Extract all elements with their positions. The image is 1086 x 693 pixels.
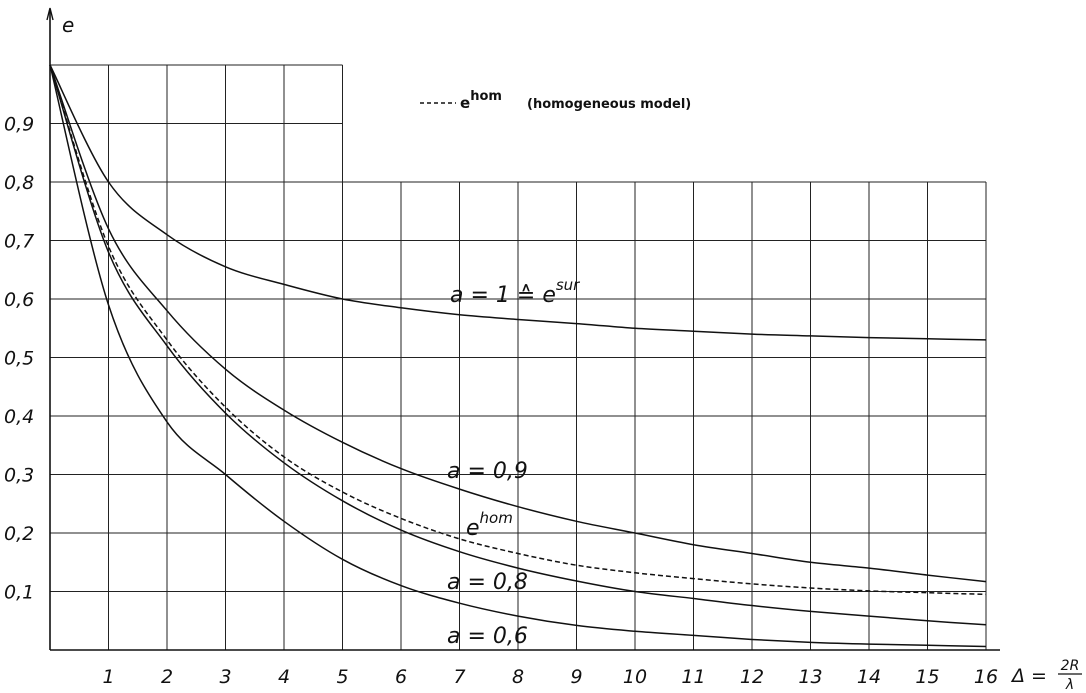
axes (46, 7, 1000, 651)
x-tick-label: 3 (219, 666, 231, 688)
series-line-2 (49, 64, 987, 596)
x-tick-label: 12 (740, 666, 764, 688)
legend-label-rest: (homogeneous model) (527, 97, 691, 112)
series-line-4 (49, 64, 987, 648)
y-tick-label: 0,6 (4, 289, 34, 311)
tick-labels: e1 2 3 4 5 6 7 8 9 10 11 12 13 14 15 160,10,20,30,40,50… (4, 13, 1082, 693)
legend-label-sup: hom (470, 89, 502, 104)
series-label-0: a = 1 ≙ esur (450, 276, 580, 308)
series-group (49, 64, 987, 648)
y-tick-label: 0,9 (4, 114, 34, 136)
y-tick-label: 0,1 (4, 582, 34, 604)
y-tick-label: 0,8 (4, 172, 34, 194)
x-tick-label: 16 (974, 666, 998, 688)
series-line-0 (49, 64, 987, 341)
y-axis-label: e (62, 13, 74, 37)
series-line-1 (49, 64, 987, 583)
y-tick-label: 0,3 (4, 465, 34, 487)
x-tick-label: 10 (623, 666, 647, 688)
x-axis-label-denominator: λ (1065, 677, 1074, 693)
series-label-2: ehom (466, 509, 513, 541)
x-tick-label: 15 (915, 666, 939, 688)
legend: ehom (homogeneous model) (420, 89, 691, 112)
x-tick-label: 6 (395, 666, 407, 688)
x-tick-label: 7 (453, 666, 465, 688)
x-axis-label-prefix: Δ = (1010, 665, 1047, 687)
y-tick-label: 0,5 (4, 348, 34, 370)
series-label-sup-0: sur (556, 276, 580, 294)
series-labels: a = 1 ≙ esur a = 0,9 ehom a = 0,8 a = 0,6 (447, 276, 580, 649)
y-tick-label: 0,2 (4, 523, 34, 545)
series-label-sup-2: hom (480, 509, 513, 527)
x-tick-label: 11 (681, 666, 705, 688)
x-tick-label: 13 (798, 666, 822, 688)
y-axis-arrow (46, 7, 54, 21)
legend-label: ehom (460, 89, 502, 112)
x-tick-label: 14 (857, 666, 881, 688)
x-tick-label: 9 (570, 666, 582, 688)
grid (50, 64, 987, 650)
x-tick-label: 4 (278, 666, 290, 688)
series-label-4: a = 0,6 (447, 624, 528, 649)
x-axis-label-numerator: 2R (1061, 658, 1080, 674)
series-label-1: a = 0,9 (447, 459, 528, 484)
y-tick-label: 0,4 (4, 406, 34, 428)
x-tick-label: 2 (161, 666, 173, 688)
series-line-3 (49, 64, 987, 626)
x-tick-label: 8 (512, 666, 524, 688)
y-tick-label: 0,7 (4, 231, 34, 253)
x-tick-label: 1 (102, 666, 114, 688)
x-tick-label: 5 (336, 666, 348, 688)
series-label-3: a = 0,8 (447, 570, 528, 595)
